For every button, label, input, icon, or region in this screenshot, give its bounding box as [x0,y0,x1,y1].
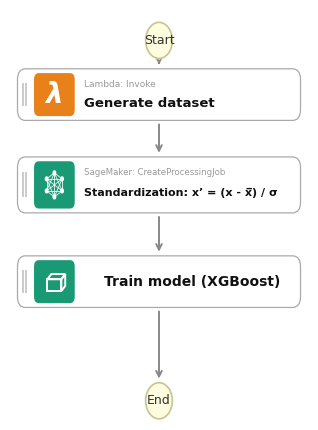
Text: SageMaker: CreateProcessingJob: SageMaker: CreateProcessingJob [84,168,226,177]
Text: Lambda: Invoke: Lambda: Invoke [84,80,156,89]
Circle shape [52,194,56,200]
Text: End: End [147,394,171,407]
Text: Generate dataset: Generate dataset [84,97,215,110]
Bar [22,83,24,106]
Circle shape [60,176,64,181]
FancyBboxPatch shape [17,256,301,307]
Circle shape [52,170,56,175]
FancyBboxPatch shape [17,69,301,120]
Bar [22,172,24,197]
Bar [25,172,27,197]
Circle shape [146,383,172,419]
Circle shape [45,188,49,194]
Text: λ: λ [45,80,63,109]
FancyBboxPatch shape [34,260,75,303]
Circle shape [146,22,172,58]
Text: Train model (XGBoost): Train model (XGBoost) [104,275,280,289]
Circle shape [45,176,49,181]
Bar [25,270,27,293]
Text: Start: Start [144,34,174,47]
Text: Standardization: x’ = (x - x̅) / σ: Standardization: x’ = (x - x̅) / σ [84,187,278,198]
Bar [22,270,24,293]
Bar [25,83,27,106]
Circle shape [60,188,64,194]
FancyBboxPatch shape [34,161,75,209]
FancyBboxPatch shape [34,73,75,116]
FancyBboxPatch shape [17,157,301,213]
